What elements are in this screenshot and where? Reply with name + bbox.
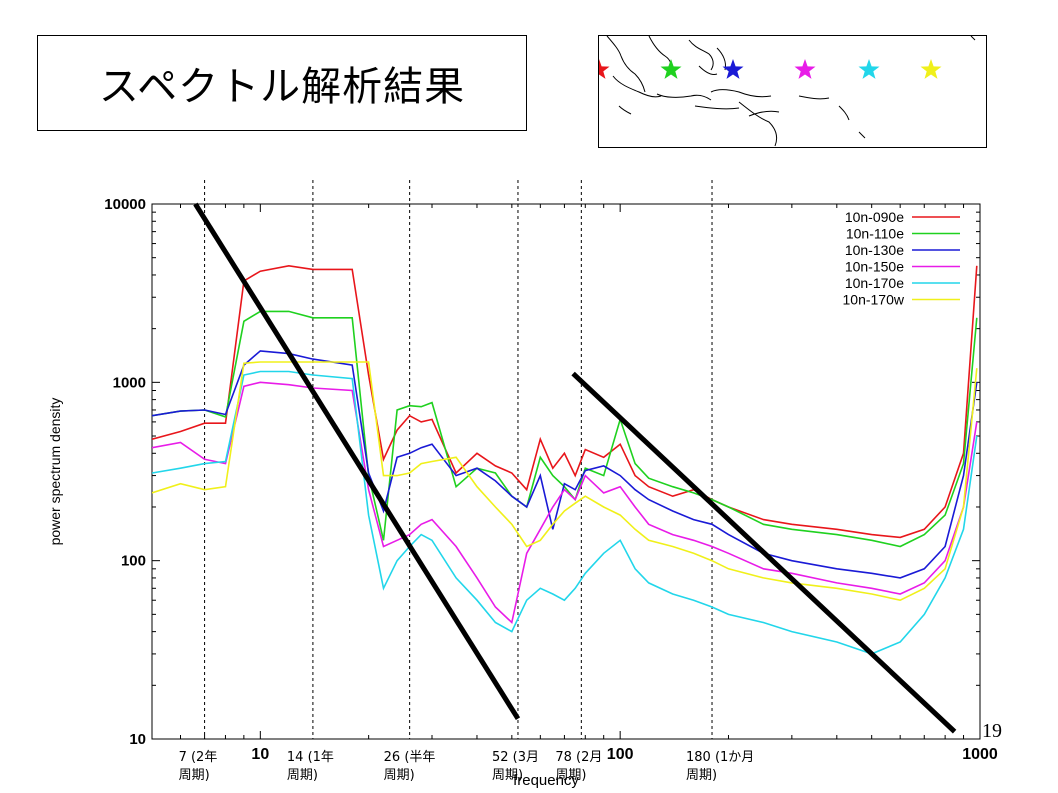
series-line-10n-170e [152,370,978,655]
x-tick-label: 10 [251,746,269,763]
reference-line-label: 周期) [384,768,415,783]
map-star-10n-110e [660,59,682,79]
trend-line [571,371,957,734]
slide-title: スペクトル解析結果 [98,64,466,110]
trend-line [193,202,521,721]
series-line-10n-090e [152,264,978,539]
plot-frame [151,203,981,740]
legend: 10n-090e10n-110e10n-130e10n-150e10n-170e… [843,209,960,308]
reference-line-label: 78 (2月 [555,750,602,765]
legend-label: 10n-110e [846,226,904,242]
series-line-10n-150e [152,381,978,625]
reference-line-label: 26 (半年 [384,750,436,765]
legend-label: 10n-170e [845,275,904,291]
title-box: スペクトル解析結果 [37,35,527,131]
map-star-10n-170w [920,59,942,79]
location-map [598,35,987,148]
trend-lines [193,202,957,734]
reference-line-label: 7 (2年 [179,750,218,765]
series-line-10n-170w [152,361,978,602]
reference-line-label: 周期) [287,768,318,783]
reference-line-label: 52 (3月 [492,750,539,765]
y-tick-label: 10 [129,731,146,748]
reference-line-label: 周期) [492,768,523,783]
map-star-10n-130e [722,59,744,79]
series-group [152,264,978,655]
legend-label: 10n-090e [845,209,904,225]
series-line-10n-110e [152,310,978,548]
x-tick-label: 100 [607,746,634,763]
y-tick-label: 10000 [104,196,146,213]
y-tick-label: 1000 [113,374,146,391]
page-number: 19 [982,720,1002,742]
reference-line-label: 周期) [179,768,210,783]
x-tick-label: 1000 [962,746,998,763]
legend-label: 10n-150e [845,259,904,275]
map-star-10n-150e [794,59,816,79]
legend-label: 10n-170w [843,292,905,308]
reference-line-label: 180 (1か月 [686,750,754,765]
map-star-10n-090e [599,59,610,79]
y-tick-label: 100 [121,553,146,570]
legend-label: 10n-130e [845,242,904,258]
plot-area [151,203,981,740]
x-axis-label: frequency [513,772,579,789]
map-star-10n-170e [858,59,880,79]
minor-ticks [151,203,980,740]
y-axis-label: power spectrum density [47,398,63,546]
reference-line-label: 周期) [686,768,717,783]
map-svg [599,36,976,147]
map-markers [599,59,942,79]
reference-line-label: 周期) [555,768,586,783]
series-line-10n-130e [152,350,978,579]
reference-line-label: 14 (1年 [287,750,334,765]
coastlines [606,36,976,147]
